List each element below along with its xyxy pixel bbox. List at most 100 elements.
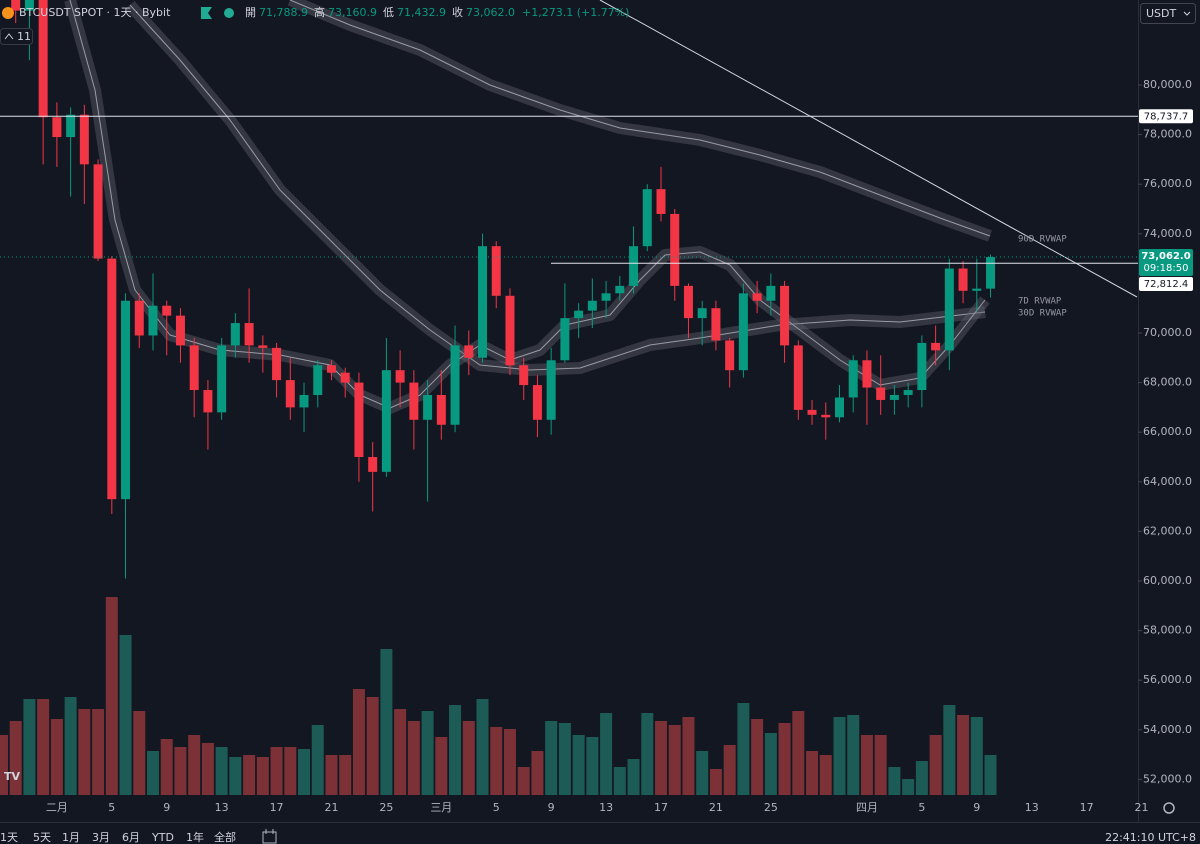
range-button[interactable]: 1年 (186, 830, 204, 844)
clock: 22:41:10 UTC+8 (1105, 831, 1196, 844)
volume-bar (641, 713, 654, 795)
volume-bar (215, 747, 228, 795)
price-axis: 52,000.0 54,000.0 56,000.0 58,000.0 60,000.0… (1138, 78, 1193, 785)
volume-bar (9, 721, 22, 795)
candle-body (821, 414, 831, 418)
candle-body (944, 268, 954, 351)
candle-body (738, 293, 748, 371)
x-tick-label: 17 (654, 801, 668, 814)
x-tick-label: 二月 (46, 801, 68, 814)
range-button[interactable]: 全部 (214, 830, 236, 844)
candle-body (381, 370, 391, 472)
volume-bar (298, 749, 311, 795)
price-line-label: 78,737.7 (1144, 111, 1189, 122)
volume-bar (613, 767, 626, 795)
symbol: BTCUSDT SPOT · 1天 · Bybit (19, 6, 171, 19)
volume-bar (517, 767, 530, 795)
candle-body (862, 360, 872, 388)
candle-body (230, 323, 240, 346)
volume-bar (421, 711, 434, 795)
x-tick-label: 13 (215, 801, 229, 814)
candle-body (395, 370, 405, 383)
volume-bar (943, 705, 956, 795)
toolbar: 1天 5天 1月 3月 6月 YTD 1年 全部 22:41:10 UTC+8 (0, 830, 1196, 844)
y-tick-label: 60,000.0 (1143, 574, 1192, 587)
candle-body (560, 318, 570, 361)
volume-bar (270, 747, 283, 795)
x-tick-label: 21 (324, 801, 338, 814)
currency-button[interactable] (1140, 3, 1196, 24)
candle-body (546, 360, 556, 420)
interval-button[interactable] (0, 28, 33, 45)
x-tick-label: 21 (1135, 801, 1149, 814)
candle-body (423, 394, 433, 420)
candle-body (121, 300, 131, 500)
rvwap-7 (69, 0, 986, 409)
rvwap-90 (289, 0, 991, 237)
volume-bar (311, 725, 324, 795)
volume-bar (50, 719, 63, 795)
volume-bar (764, 733, 777, 795)
volume-bar (545, 721, 558, 795)
change: +1,273.1 (+1.77%) (522, 6, 629, 19)
volume-bar (339, 755, 352, 795)
volume-bar (696, 751, 709, 795)
volume-bar (847, 715, 860, 795)
candle-body (107, 258, 117, 500)
y-tick-label: 70,000.0 (1143, 326, 1192, 339)
x-tick-label: 四月 (856, 801, 878, 814)
candle-body (450, 345, 460, 425)
price-line-label-box (1139, 109, 1193, 124)
close-value: 73,062.0 (466, 6, 515, 19)
volume-bar (902, 779, 915, 795)
x-tick-label: 21 (709, 801, 723, 814)
x-tick-label: 9 (973, 801, 980, 814)
open-label: 開 (245, 6, 256, 19)
coin-icon (2, 7, 14, 19)
candle-body (848, 360, 858, 398)
range-button[interactable]: 3月 (92, 831, 110, 844)
calendar-icon[interactable] (262, 829, 277, 844)
volume-bar (709, 769, 722, 795)
volume-bar (476, 699, 489, 795)
volume-bar (366, 697, 379, 795)
range-button[interactable]: YTD (151, 831, 174, 844)
candle-body (24, 0, 34, 11)
range-button[interactable]: 1月 (62, 831, 80, 844)
range-button[interactable]: 6月 (122, 831, 140, 844)
volume-bar (819, 755, 832, 795)
volume-bar (490, 727, 503, 795)
y-tick-label: 58,000.0 (1143, 624, 1192, 637)
candle-body (807, 409, 817, 415)
volume-bar (984, 755, 997, 795)
candle-body (876, 387, 886, 400)
volume-bar (558, 723, 571, 795)
settings-icon[interactable] (1163, 802, 1175, 814)
volume-bar (23, 699, 36, 795)
candles (11, 0, 996, 579)
logo: TV (4, 770, 21, 783)
candle-body (38, 0, 48, 118)
candle-body (656, 189, 666, 214)
volume-bar (37, 699, 50, 795)
candle-body (986, 257, 996, 289)
volume-bar (284, 747, 297, 795)
candle-body (519, 365, 529, 386)
candle-body (436, 394, 446, 425)
candle-body (326, 365, 336, 373)
volume-bar (833, 717, 846, 795)
volume-bar (174, 747, 187, 795)
volume-bar (503, 729, 516, 795)
candle-body (972, 288, 982, 291)
volume-bar (737, 703, 750, 795)
range-button[interactable]: 5天 (33, 831, 51, 844)
volume-bar (874, 735, 887, 795)
x-tick-label: 25 (764, 801, 778, 814)
y-tick-label: 54,000.0 (1143, 723, 1192, 736)
candle-body (834, 397, 844, 418)
range-button[interactable]: 1天 (0, 831, 18, 844)
price-line-label: 72,812.4 (1144, 279, 1189, 290)
candle-body (134, 300, 144, 336)
candle-body (711, 308, 721, 341)
